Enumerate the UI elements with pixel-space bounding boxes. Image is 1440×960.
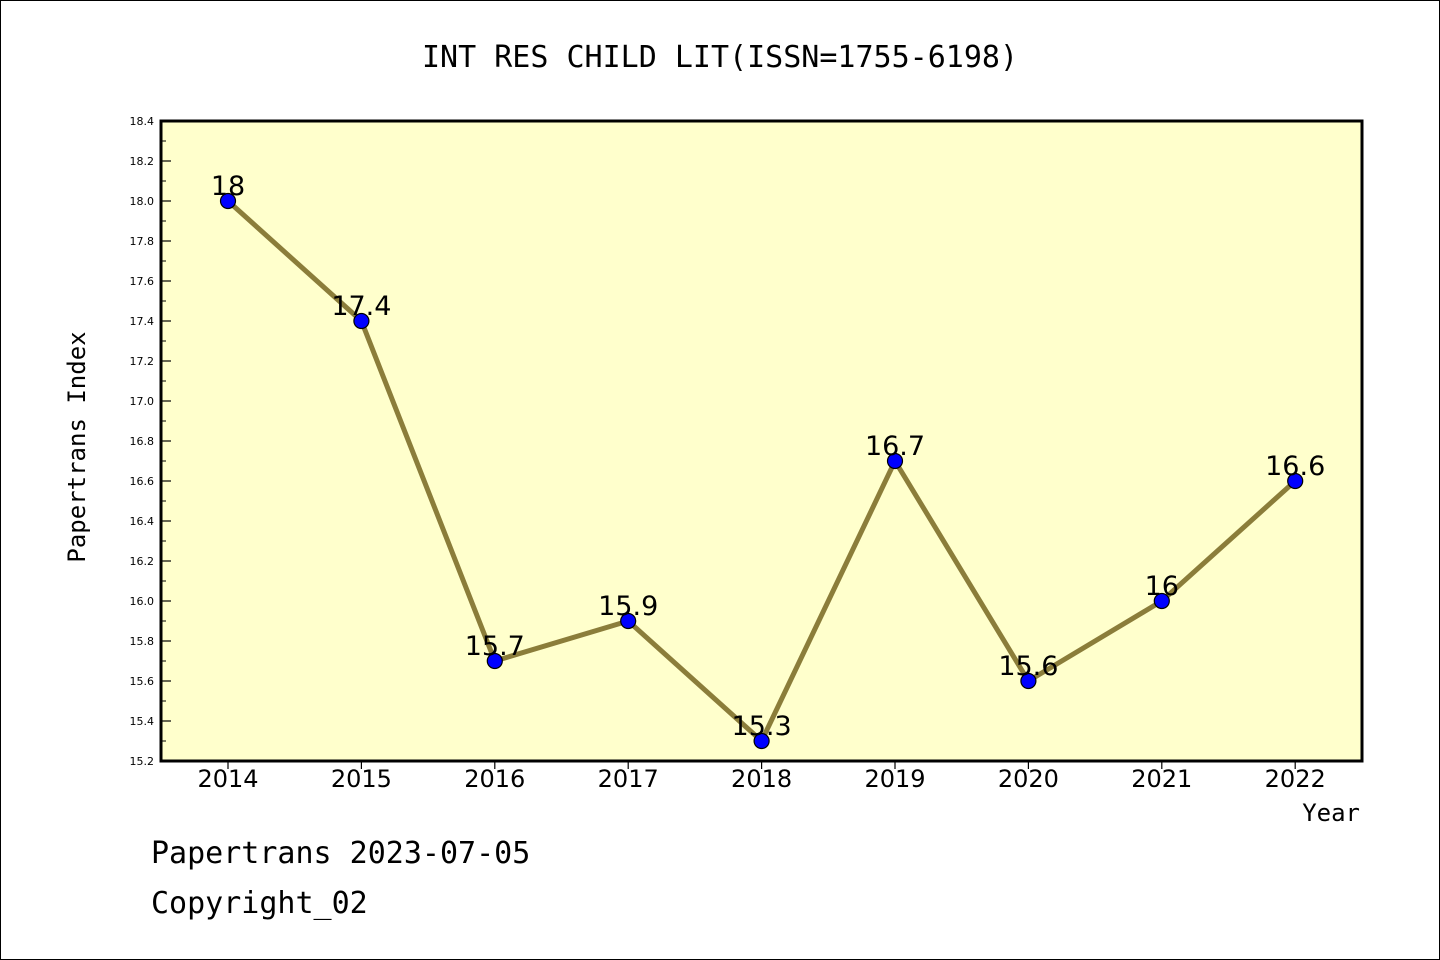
data-point: [219, 192, 237, 210]
plot-area: [161, 121, 1362, 761]
x-tick-label: 2014: [197, 765, 258, 793]
plot-frame: [159, 119, 1364, 763]
x-tick-label: 2016: [464, 765, 525, 793]
data-point: [886, 452, 904, 470]
x-tick-label: 2021: [1131, 765, 1192, 793]
y-tick-label: 17.2: [130, 355, 155, 368]
x-tick-label: 2022: [1265, 765, 1326, 793]
x-axis-label: Year: [1302, 799, 1360, 827]
y-tick-label: 18.0: [130, 195, 155, 208]
data-label: 15.9: [598, 591, 658, 622]
data-label: 15.3: [732, 711, 792, 742]
x-tick-label: 2018: [731, 765, 792, 793]
data-point: [753, 732, 770, 750]
y-tick-label: 15.2: [130, 755, 155, 768]
data-label: 16: [1145, 571, 1179, 602]
y-tick-label: 17.6: [130, 275, 155, 288]
y-tick-label: 18.4: [130, 115, 155, 128]
data-point: [1287, 472, 1304, 490]
data-point: [353, 312, 370, 330]
y-axis-label: Papertrans Index: [63, 331, 91, 562]
y-tick-label: 16.0: [130, 595, 155, 608]
data-label: 18: [211, 171, 245, 202]
y-tick-label: 16.2: [130, 555, 155, 568]
y-tick-label: 15.6: [130, 675, 155, 688]
y-tick-label: 16.8: [130, 435, 155, 448]
data-point: [620, 612, 637, 630]
y-tick-label: 16.4: [130, 515, 155, 528]
x-tick-label: 2017: [598, 765, 659, 793]
y-tick-label: 15.8: [130, 635, 155, 648]
y-tick-label: 16.6: [130, 475, 155, 488]
x-tick-label: 2019: [864, 765, 925, 793]
x-tick-label: 2020: [998, 765, 1059, 793]
footer-copyright: Copyright_02: [151, 886, 368, 921]
data-label: 16.7: [865, 431, 925, 462]
data-point: [1020, 672, 1037, 690]
data-label: 16.6: [1265, 451, 1325, 482]
y-tick-label: 17.4: [130, 315, 155, 328]
y-tick-label: 17.0: [130, 395, 155, 408]
chart-title: INT RES CHILD LIT(ISSN=1755-6198): [422, 40, 1018, 75]
data-label: 15.7: [465, 631, 525, 662]
data-point: [1153, 592, 1170, 610]
y-tick-label: 18.2: [130, 155, 155, 168]
y-tick-label: 17.8: [130, 235, 155, 248]
footer-date: Papertrans 2023-07-05: [151, 836, 531, 871]
data-label: 15.6: [998, 651, 1058, 682]
data-label: 17.4: [331, 291, 391, 322]
data-point: [486, 652, 503, 670]
y-tick-label: 15.4: [130, 715, 155, 728]
x-tick-label: 2015: [331, 765, 392, 793]
